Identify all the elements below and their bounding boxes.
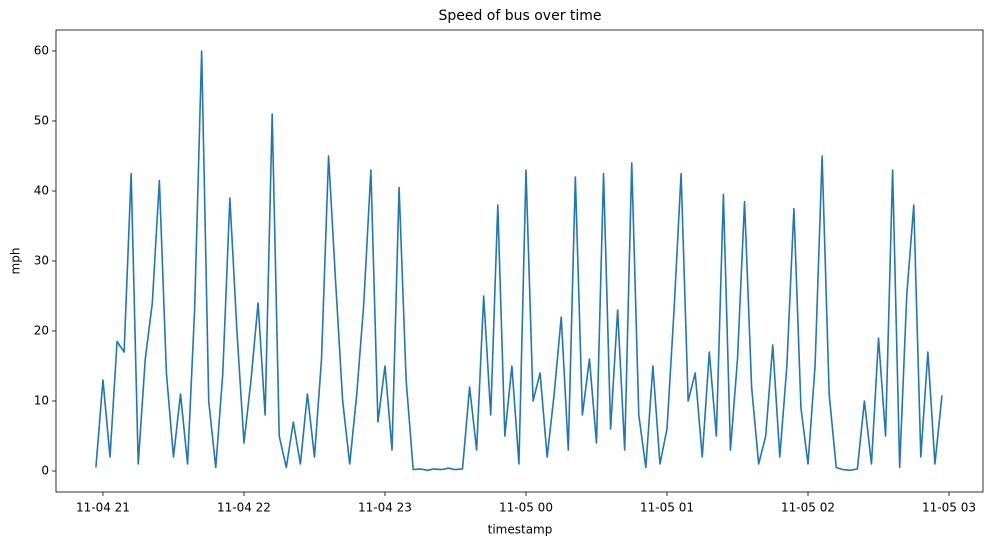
- y-tick-label: 40: [34, 184, 49, 198]
- x-tick-label: 11-05 02: [781, 501, 835, 515]
- y-tick-label: 0: [41, 464, 49, 478]
- x-tick-label: 11-04 23: [358, 501, 412, 515]
- x-axis-label: timestamp: [488, 523, 553, 537]
- y-axis-label: mph: [9, 248, 23, 275]
- y-tick-label: 50: [34, 114, 49, 128]
- y-tick-label: 10: [34, 394, 49, 408]
- x-tick-label: 11-05 03: [922, 501, 976, 515]
- x-tick-label: 11-04 21: [76, 501, 130, 515]
- x-tick-label: 11-05 00: [499, 501, 553, 515]
- y-tick-label: 60: [34, 44, 49, 58]
- y-tick-label: 20: [34, 324, 49, 338]
- y-tick-label: 30: [34, 254, 49, 268]
- x-tick-label: 11-04 22: [217, 501, 271, 515]
- x-tick-label: 11-05 01: [640, 501, 694, 515]
- chart-title: Speed of bus over time: [438, 8, 601, 24]
- line-series: [95, 50, 943, 472]
